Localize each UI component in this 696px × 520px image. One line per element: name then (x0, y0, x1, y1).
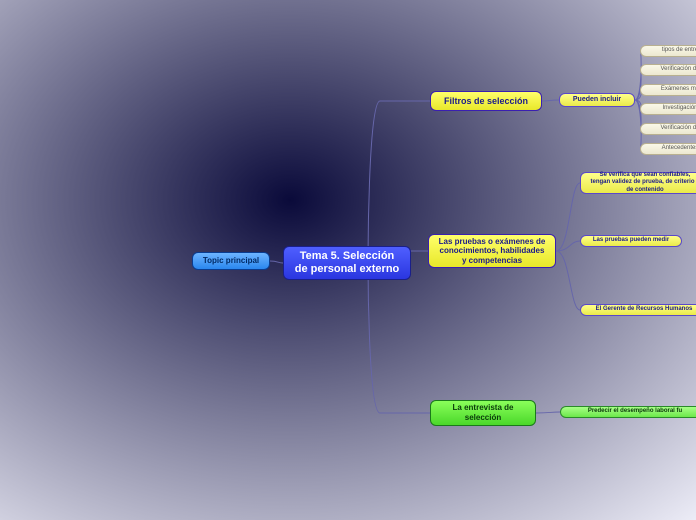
node-label: Filtros de selección (444, 96, 528, 107)
node-label: Verificación de (660, 125, 696, 132)
node-label: Predecir el desempeño laboral fu (588, 408, 682, 415)
node-central[interactable]: Tema 5. Selección de personal externo (283, 246, 411, 280)
node-label: Pueden incluir (573, 96, 621, 104)
node-inc_2[interactable]: Exámenes mé (640, 84, 696, 96)
node-label: Tema 5. Selección de personal externo (292, 250, 402, 276)
node-inc_1[interactable]: Verificación de (640, 64, 696, 76)
node-label: Las pruebas o exámenes de conocimientos,… (437, 237, 547, 266)
node-label: Verificación de (660, 66, 696, 73)
node-topic_principal[interactable]: Topic principal (192, 252, 270, 270)
node-label: Topic principal (203, 256, 259, 266)
node-label: Investigación (662, 105, 696, 112)
node-inc_4[interactable]: Verificación de (640, 123, 696, 135)
node-verifica[interactable]: Se verifica que sean confiables, tengan … (580, 172, 696, 194)
node-inc_5[interactable]: Antecedentes (640, 143, 696, 155)
node-label: Las pruebas pueden medir (593, 237, 669, 244)
node-inc_0[interactable]: tipos de entre (640, 45, 696, 57)
node-inc_3[interactable]: Investigación (640, 103, 696, 115)
node-label: Se verifica que sean confiables, tengan … (589, 172, 696, 194)
node-pruebas[interactable]: Las pruebas o exámenes de conocimientos,… (428, 234, 556, 268)
node-pueden_incluir[interactable]: Pueden incluir (559, 93, 635, 107)
node-medir[interactable]: Las pruebas pueden medir (580, 235, 682, 247)
mindmap-canvas: Topic principal Tema 5. Selección de pers… (0, 0, 696, 520)
node-gerente[interactable]: El Gerente de Recursos Humanos (580, 304, 696, 316)
node-entrevista[interactable]: La entrevista de selección (430, 400, 536, 426)
node-label: El Gerente de Recursos Humanos (596, 306, 693, 313)
node-label: Antecedentes (662, 145, 696, 152)
node-label: tipos de entre (662, 47, 696, 54)
node-predecir[interactable]: Predecir el desempeño laboral fu (560, 406, 696, 418)
node-label: Exámenes mé (661, 86, 696, 93)
node-label: La entrevista de selección (439, 403, 527, 422)
node-filtros[interactable]: Filtros de selección (430, 91, 542, 111)
